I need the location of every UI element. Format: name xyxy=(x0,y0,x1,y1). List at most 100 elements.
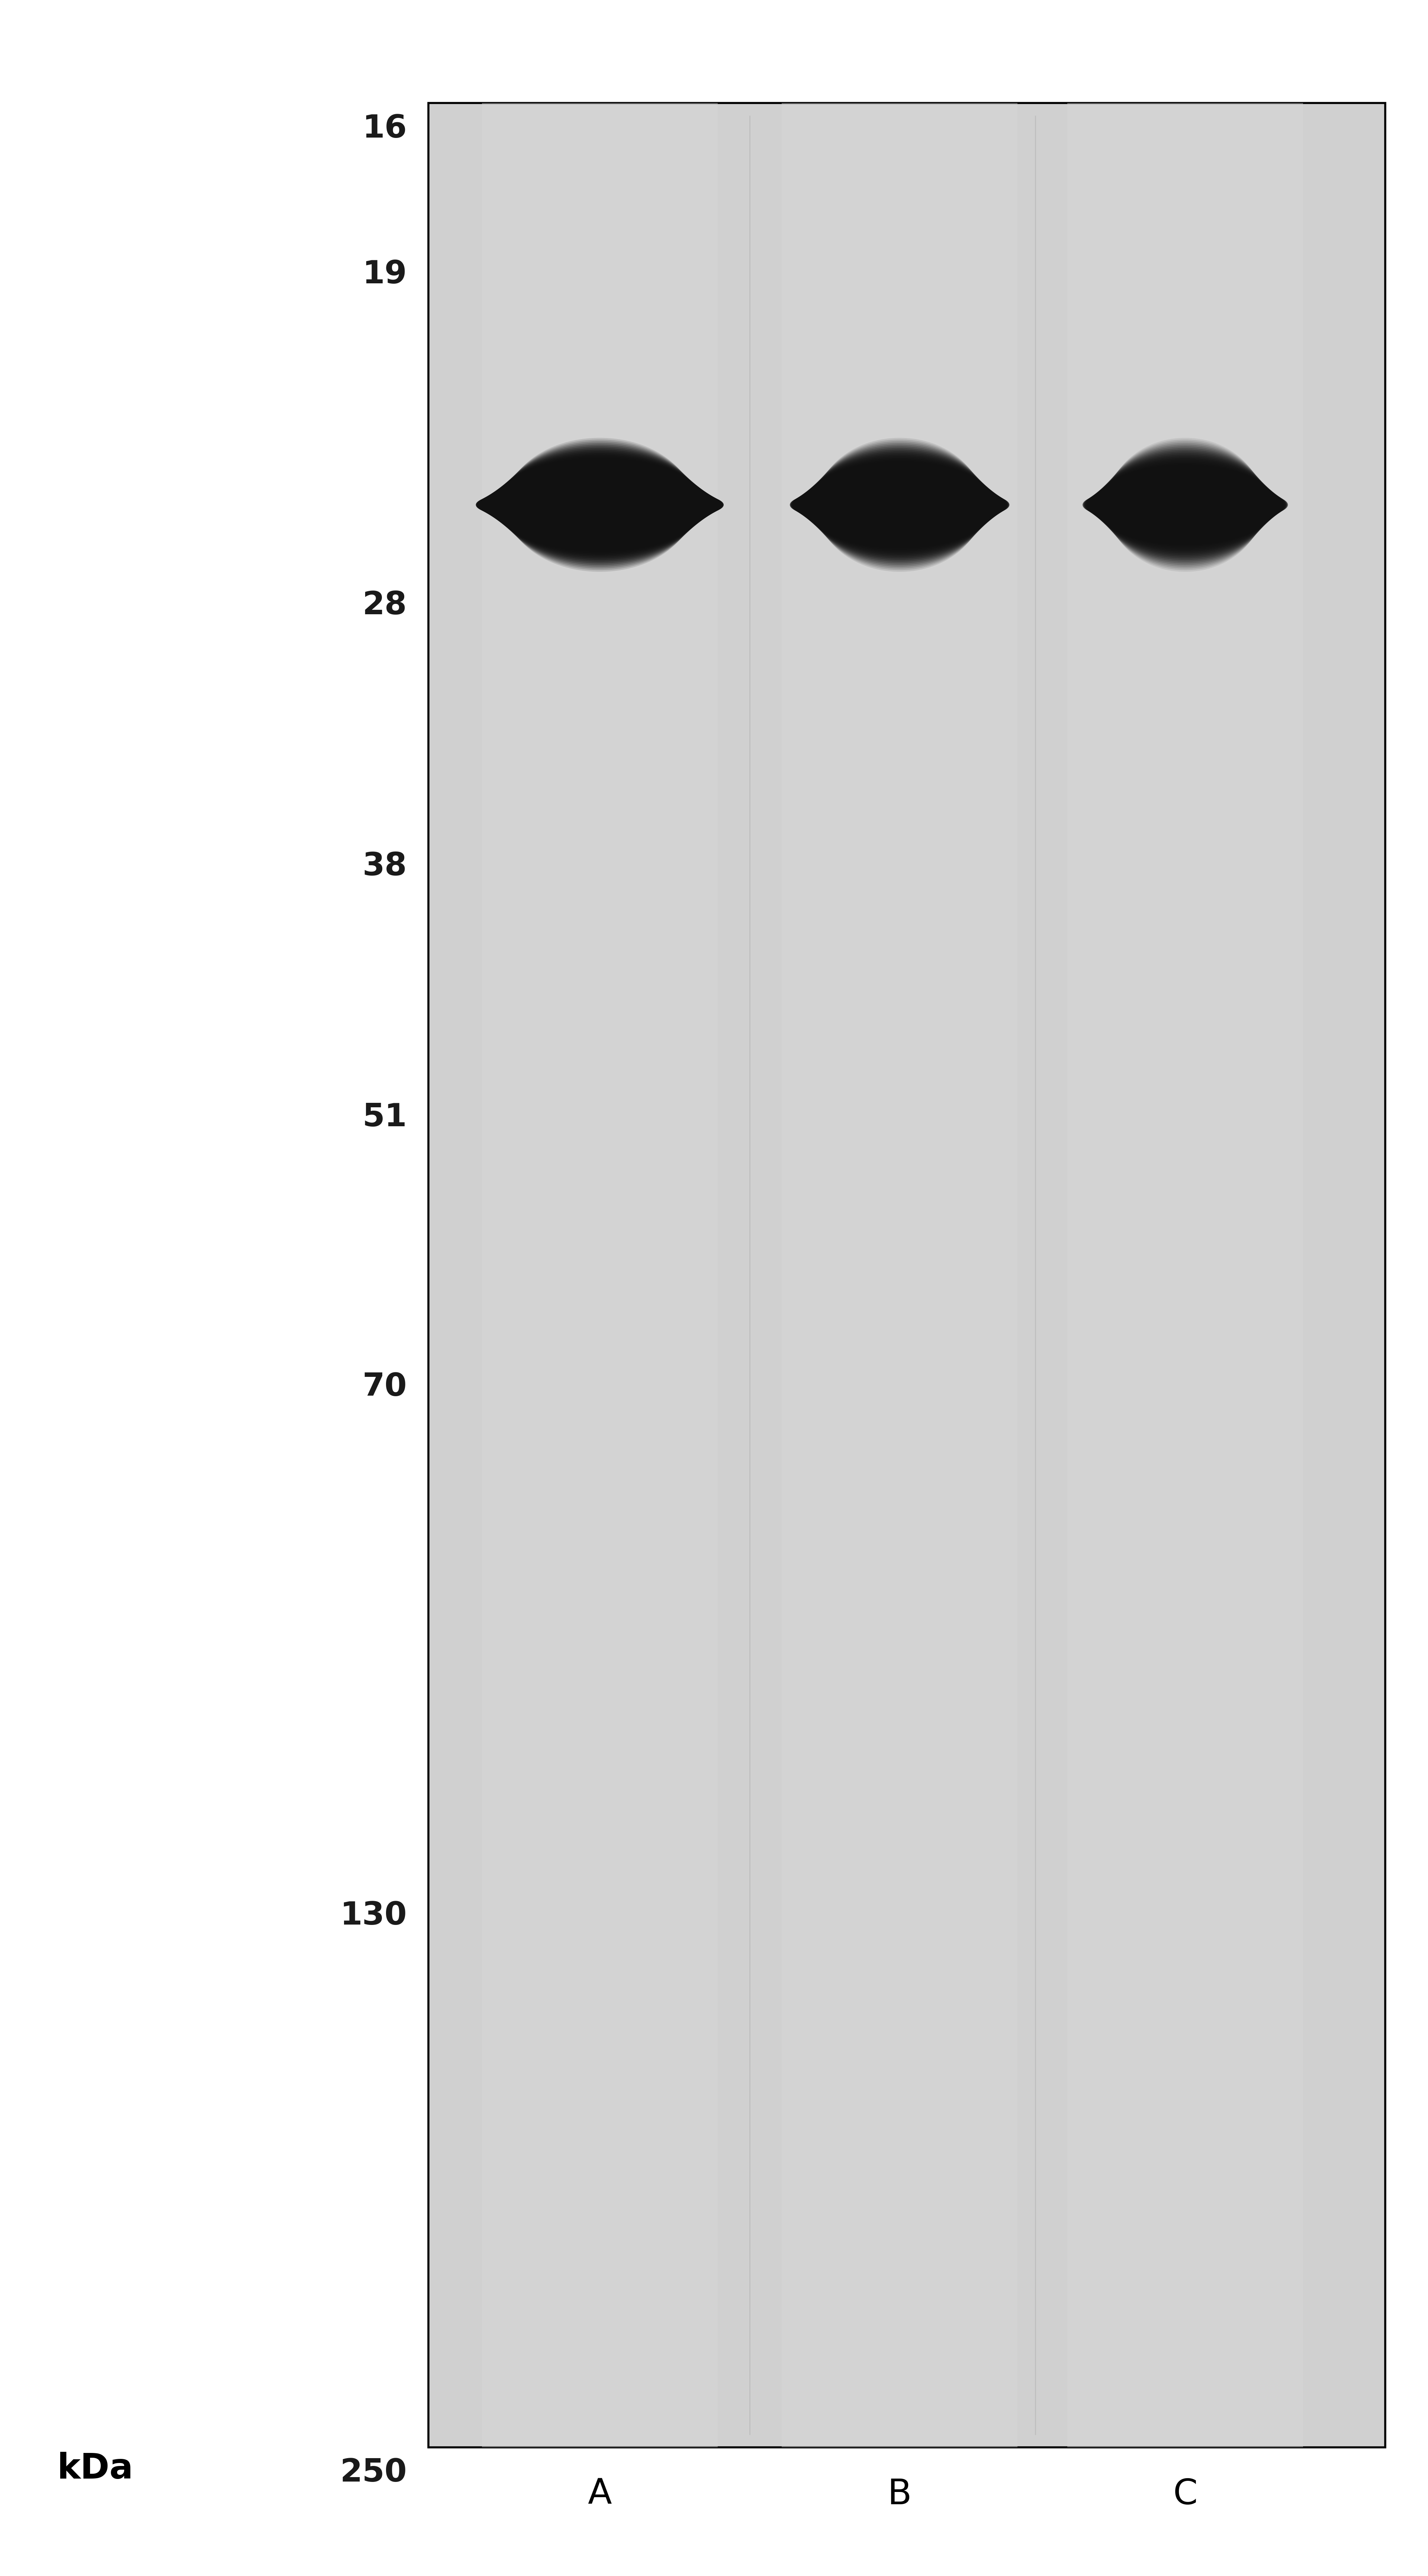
Ellipse shape xyxy=(1091,469,1279,541)
Text: A: A xyxy=(588,2478,611,2512)
Ellipse shape xyxy=(1087,479,1284,531)
Ellipse shape xyxy=(800,469,1000,541)
Text: C: C xyxy=(1172,2478,1198,2512)
Ellipse shape xyxy=(490,464,710,546)
Ellipse shape xyxy=(801,466,998,544)
Ellipse shape xyxy=(1090,474,1281,536)
Ellipse shape xyxy=(797,474,1002,536)
FancyBboxPatch shape xyxy=(1067,103,1302,2447)
Ellipse shape xyxy=(1084,484,1287,526)
Ellipse shape xyxy=(1087,479,1284,531)
Ellipse shape xyxy=(500,448,700,562)
Ellipse shape xyxy=(477,484,723,526)
Ellipse shape xyxy=(1085,482,1285,528)
Ellipse shape xyxy=(506,440,694,569)
Ellipse shape xyxy=(790,487,1010,523)
FancyBboxPatch shape xyxy=(783,103,1017,2447)
Ellipse shape xyxy=(497,453,703,556)
Ellipse shape xyxy=(1101,451,1269,559)
Ellipse shape xyxy=(1092,469,1278,541)
Ellipse shape xyxy=(494,459,705,551)
Ellipse shape xyxy=(795,477,1004,533)
Ellipse shape xyxy=(483,474,717,536)
Ellipse shape xyxy=(814,443,985,567)
Text: kDa: kDa xyxy=(57,2452,133,2486)
Ellipse shape xyxy=(501,446,698,564)
Ellipse shape xyxy=(804,459,995,551)
Ellipse shape xyxy=(496,453,704,554)
Ellipse shape xyxy=(501,446,698,564)
Ellipse shape xyxy=(491,461,708,549)
Text: 70: 70 xyxy=(363,1370,407,1401)
Ellipse shape xyxy=(1095,464,1275,546)
Ellipse shape xyxy=(794,479,1005,531)
Ellipse shape xyxy=(478,484,721,526)
Ellipse shape xyxy=(483,477,717,533)
Ellipse shape xyxy=(506,438,694,572)
Ellipse shape xyxy=(1100,453,1271,556)
Text: 51: 51 xyxy=(363,1103,407,1133)
Ellipse shape xyxy=(804,461,995,549)
Ellipse shape xyxy=(793,482,1007,528)
Text: 250: 250 xyxy=(340,2458,407,2488)
Ellipse shape xyxy=(1094,464,1277,546)
Ellipse shape xyxy=(1102,448,1268,562)
Ellipse shape xyxy=(794,479,1005,531)
Ellipse shape xyxy=(498,451,701,559)
Ellipse shape xyxy=(803,464,997,546)
Ellipse shape xyxy=(805,459,994,551)
Ellipse shape xyxy=(803,464,997,546)
Text: 130: 130 xyxy=(340,1901,407,1932)
Ellipse shape xyxy=(1098,456,1272,554)
Ellipse shape xyxy=(504,440,695,569)
Ellipse shape xyxy=(1104,446,1267,564)
FancyBboxPatch shape xyxy=(481,103,717,2447)
Ellipse shape xyxy=(488,466,711,544)
Ellipse shape xyxy=(481,479,718,531)
Ellipse shape xyxy=(1097,459,1274,551)
Ellipse shape xyxy=(1105,440,1265,569)
Ellipse shape xyxy=(503,443,697,567)
Text: 16: 16 xyxy=(363,113,407,144)
Ellipse shape xyxy=(1107,440,1264,569)
Ellipse shape xyxy=(815,440,984,569)
Ellipse shape xyxy=(808,453,991,556)
Ellipse shape xyxy=(1100,453,1271,554)
Ellipse shape xyxy=(810,451,990,559)
Text: 19: 19 xyxy=(363,260,407,291)
Text: 28: 28 xyxy=(363,590,407,621)
Ellipse shape xyxy=(1082,487,1288,523)
Ellipse shape xyxy=(480,479,720,531)
Ellipse shape xyxy=(1088,477,1282,533)
Text: 38: 38 xyxy=(363,850,407,881)
Ellipse shape xyxy=(811,448,988,562)
Ellipse shape xyxy=(813,446,987,564)
Ellipse shape xyxy=(478,482,721,528)
Ellipse shape xyxy=(476,487,724,523)
Ellipse shape xyxy=(490,464,710,546)
Ellipse shape xyxy=(798,471,1001,538)
Ellipse shape xyxy=(486,471,714,538)
Ellipse shape xyxy=(813,446,987,564)
Ellipse shape xyxy=(1084,484,1287,526)
Ellipse shape xyxy=(807,453,992,554)
Ellipse shape xyxy=(498,451,701,559)
Ellipse shape xyxy=(1104,446,1267,564)
Ellipse shape xyxy=(1092,466,1278,544)
Ellipse shape xyxy=(810,451,990,559)
Ellipse shape xyxy=(791,484,1008,526)
Ellipse shape xyxy=(1105,443,1265,567)
Ellipse shape xyxy=(1095,461,1275,549)
Ellipse shape xyxy=(797,474,1002,536)
Ellipse shape xyxy=(1108,438,1262,572)
FancyBboxPatch shape xyxy=(428,103,1385,2447)
Ellipse shape xyxy=(493,459,707,551)
Ellipse shape xyxy=(1088,474,1282,536)
Ellipse shape xyxy=(487,469,713,541)
Ellipse shape xyxy=(487,469,713,541)
Ellipse shape xyxy=(807,456,992,554)
Ellipse shape xyxy=(815,440,984,569)
Ellipse shape xyxy=(484,474,715,536)
Ellipse shape xyxy=(791,484,1008,526)
Text: B: B xyxy=(888,2478,911,2512)
